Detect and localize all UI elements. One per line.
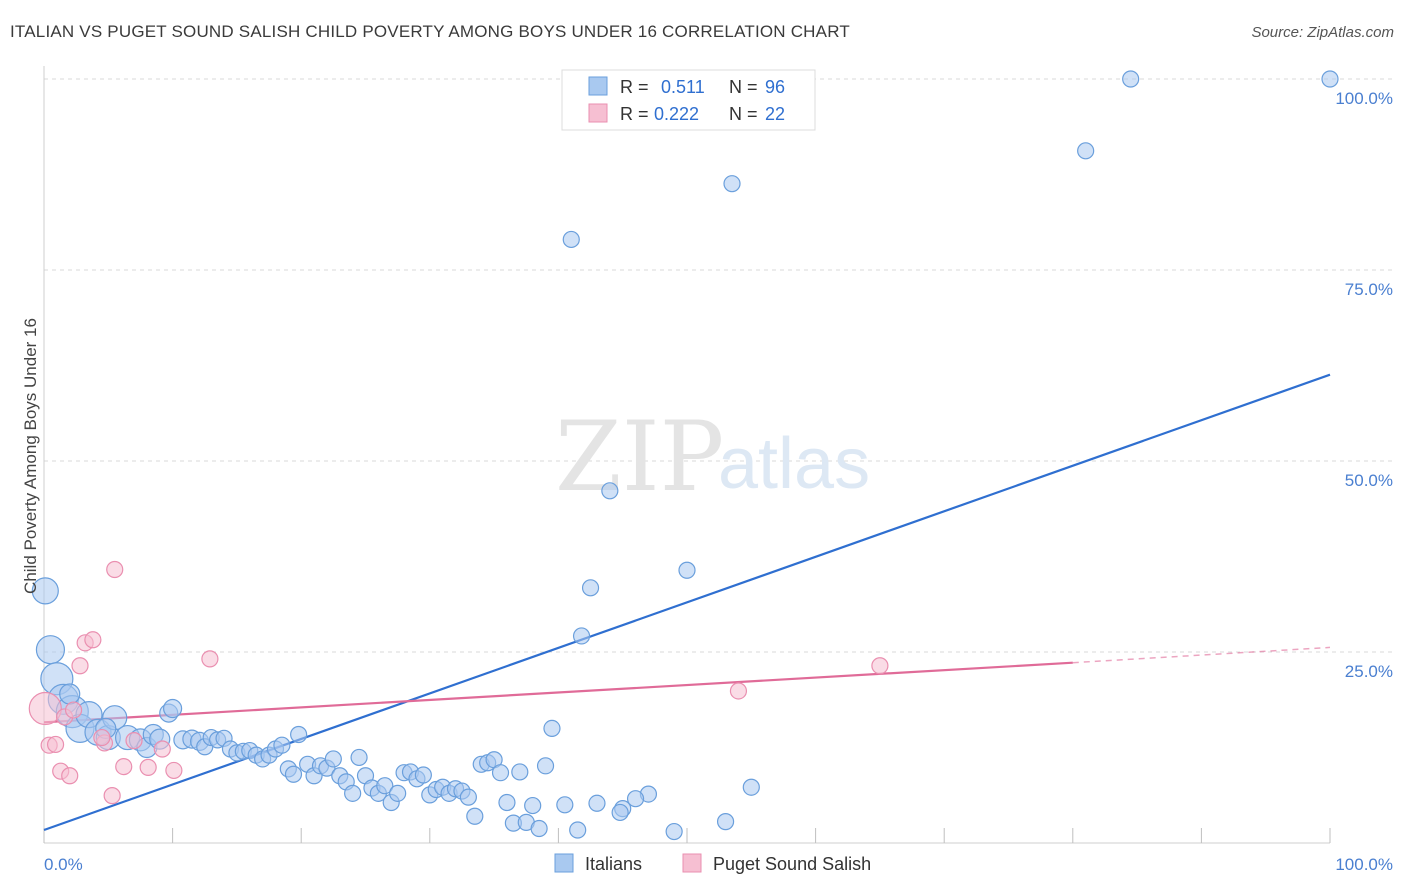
- point-italians: [742, 778, 760, 796]
- point-italians: [324, 750, 342, 768]
- point-italians: [1122, 70, 1140, 88]
- grid-layer: [44, 78, 1395, 653]
- y-tick-label-100: 100.0%: [1335, 89, 1393, 108]
- watermark-zip: ZIP: [555, 401, 724, 513]
- point-italians: [466, 807, 484, 825]
- legend-r-label-salish: R =: [620, 104, 649, 124]
- point-italians: [1321, 70, 1339, 88]
- y-axis-label: Child Poverty Among Boys Under 16: [21, 318, 40, 594]
- legend-swatch-italians: [588, 76, 608, 96]
- point-salish: [106, 560, 124, 579]
- points-layer: [28, 70, 1339, 841]
- point-italians: [31, 577, 59, 605]
- point-italians: [290, 725, 308, 744]
- point-salish: [103, 787, 121, 805]
- point-salish: [115, 757, 133, 776]
- point-italians: [389, 784, 407, 802]
- point-italians: [601, 482, 619, 500]
- y-tick-label-25: 25.0%: [1345, 662, 1393, 681]
- point-italians: [530, 819, 548, 838]
- point-italians: [1077, 142, 1095, 160]
- point-italians: [511, 763, 529, 781]
- point-italians: [376, 777, 394, 795]
- legend-r-value-salish: 0.222: [654, 104, 699, 124]
- point-italians: [556, 796, 574, 814]
- legend-bottom: Italians Puget Sound Salish: [554, 853, 871, 874]
- point-italians: [665, 822, 683, 841]
- point-italians: [543, 719, 561, 738]
- point-italians: [59, 683, 81, 705]
- point-italians: [581, 579, 600, 597]
- point-italians: [569, 821, 587, 839]
- point-salish: [139, 758, 157, 776]
- trend-line-salish-extrapolated: [1072, 646, 1331, 664]
- chart-title: ITALIAN VS PUGET SOUND SALISH CHILD POVE…: [10, 22, 850, 41]
- point-italians: [273, 736, 291, 754]
- legend-n-value-salish: 22: [765, 104, 785, 124]
- bottom-legend-swatch-salish: [682, 853, 702, 873]
- point-salish: [729, 682, 748, 700]
- point-italians: [723, 175, 741, 193]
- point-italians: [163, 698, 183, 719]
- point-salish: [125, 732, 143, 750]
- point-italians: [524, 796, 542, 815]
- bottom-legend-label-italians: Italians: [585, 854, 642, 874]
- watermark: ZIP atlas: [555, 401, 870, 513]
- point-salish: [201, 650, 219, 668]
- point-italians: [562, 230, 580, 249]
- legend-n-value-italians: 96: [765, 77, 785, 97]
- point-italians: [536, 757, 555, 775]
- legend-r-label-italians: R =: [620, 77, 649, 97]
- bottom-legend-label-salish: Puget Sound Salish: [713, 854, 871, 874]
- legend-n-label-italians: N =: [729, 77, 758, 97]
- point-salish: [61, 767, 79, 785]
- point-salish: [871, 657, 889, 675]
- legend-top: R = 0.511 N = 96 R = 0.222 N = 22: [561, 69, 816, 131]
- x-tick-label-min: 0.0%: [44, 855, 83, 874]
- watermark-atlas: atlas: [718, 424, 870, 504]
- point-italians: [350, 748, 368, 767]
- point-italians: [716, 813, 735, 831]
- point-salish: [165, 761, 183, 780]
- point-italians: [284, 765, 303, 783]
- point-italians: [678, 561, 696, 579]
- point-italians: [35, 635, 66, 665]
- point-salish: [46, 735, 65, 754]
- x-tick-label-max: 100.0%: [1335, 855, 1393, 874]
- point-salish: [64, 701, 83, 719]
- point-italians: [491, 764, 510, 782]
- point-italians: [588, 794, 606, 812]
- point-salish: [71, 657, 89, 675]
- trend-line-salish: [43, 661, 1073, 724]
- bottom-legend-swatch-italians: [554, 853, 574, 873]
- point-salish: [153, 740, 171, 758]
- chart-source: Source: ZipAtlas.com: [1251, 24, 1394, 41]
- point-salish: [28, 691, 62, 726]
- point-italians: [611, 803, 629, 822]
- point-salish: [93, 728, 111, 747]
- y-tick-label-50: 50.0%: [1345, 471, 1393, 490]
- point-italians: [572, 627, 591, 645]
- legend-r-value-italians: 0.511: [661, 77, 705, 97]
- legend-n-label-salish: N =: [729, 104, 758, 124]
- point-italians: [344, 784, 362, 802]
- legend-swatch-salish: [588, 103, 608, 123]
- point-italians: [459, 788, 477, 806]
- point-salish: [84, 631, 102, 649]
- point-italians: [626, 790, 645, 808]
- point-italians: [414, 766, 432, 784]
- y-tick-label-75: 75.0%: [1345, 280, 1393, 299]
- point-italians: [498, 793, 516, 812]
